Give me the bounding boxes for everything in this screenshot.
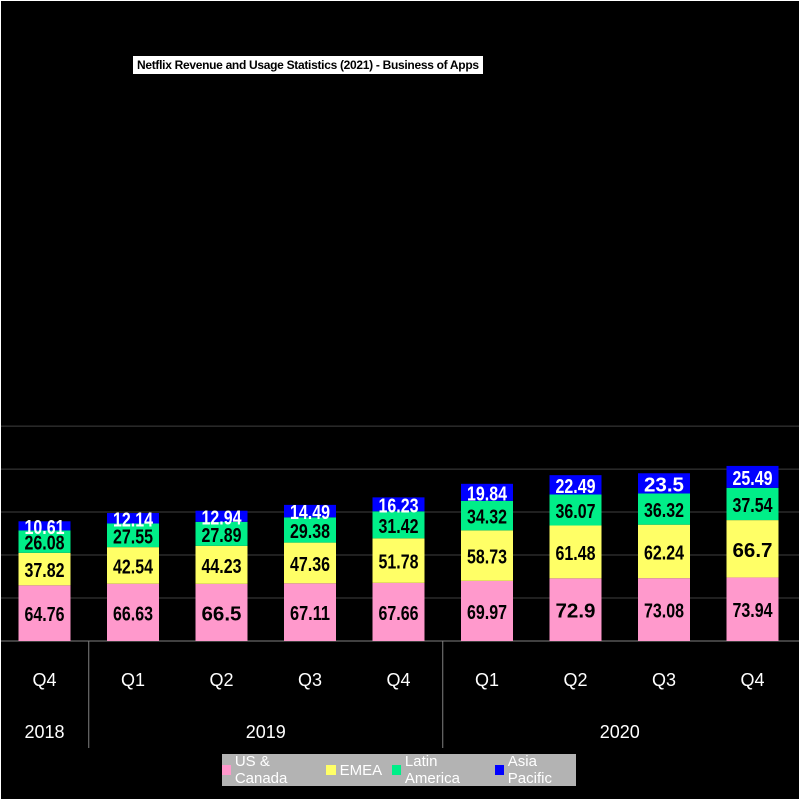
data-label: 67.11 bbox=[290, 603, 330, 625]
chart-title: Netflix Revenue and Usage Statistics (20… bbox=[133, 56, 483, 74]
bar-segment bbox=[461, 580, 513, 641]
legend-label: EMEA bbox=[339, 761, 383, 779]
bar-segment bbox=[195, 545, 248, 584]
legend-label: Asia Pacific bbox=[507, 753, 552, 787]
data-label: 27.89 bbox=[202, 525, 242, 547]
data-label: 19.84 bbox=[467, 483, 508, 505]
bar-segment bbox=[461, 530, 513, 581]
bar-segment bbox=[726, 487, 779, 521]
x-tick-label: Q3 bbox=[298, 670, 322, 690]
data-label: 51.78 bbox=[379, 552, 419, 574]
bar-segment bbox=[195, 583, 248, 641]
chart-legend: US & Canada EMEA Latin America Asia Pacific bbox=[222, 753, 576, 787]
bar-segment bbox=[726, 465, 779, 488]
bar-segment bbox=[18, 530, 71, 553]
bar-segment bbox=[284, 542, 336, 584]
x-tick-label: Q1 bbox=[475, 670, 499, 690]
bar-segment bbox=[195, 521, 248, 546]
data-label: 47.36 bbox=[290, 554, 330, 576]
x-tick-label: Q2 bbox=[209, 670, 233, 690]
x-tick-label: Q4 bbox=[740, 670, 764, 690]
x-tick-label: Q3 bbox=[652, 670, 676, 690]
bar-segment bbox=[372, 511, 425, 539]
bar-segment bbox=[549, 578, 602, 641]
bar-segment bbox=[18, 585, 71, 641]
data-label: 73.08 bbox=[644, 601, 684, 623]
data-label: 37.82 bbox=[25, 560, 65, 582]
data-label: 72.9 bbox=[556, 601, 596, 623]
bar-segment bbox=[284, 583, 336, 641]
data-label: 14.49 bbox=[290, 502, 330, 524]
data-label: 66.5 bbox=[202, 603, 242, 625]
x-tick-label: Q4 bbox=[32, 670, 56, 690]
year-label: 2020 bbox=[600, 722, 640, 742]
data-label: 23.5 bbox=[644, 474, 684, 496]
year-label: 2019 bbox=[246, 722, 286, 742]
data-label: 66.7 bbox=[733, 540, 773, 562]
bar-segment bbox=[284, 504, 336, 518]
bar-segment bbox=[549, 494, 602, 526]
data-label: 12.94 bbox=[202, 507, 243, 529]
bar-segment bbox=[638, 524, 690, 579]
bar-segment bbox=[638, 578, 690, 641]
data-label: 34.32 bbox=[467, 507, 507, 529]
data-label: 16.23 bbox=[379, 495, 419, 517]
x-tick-label: Q2 bbox=[563, 670, 587, 690]
data-label: 73.94 bbox=[733, 600, 774, 622]
bar-segment bbox=[372, 582, 425, 641]
bar-segment bbox=[372, 538, 425, 583]
data-label: 58.73 bbox=[467, 547, 507, 569]
bar-segment bbox=[461, 500, 513, 531]
data-label: 61.48 bbox=[556, 543, 596, 565]
legend-item: Latin America bbox=[392, 753, 485, 787]
bar-segment bbox=[549, 525, 602, 579]
data-label: 62.24 bbox=[644, 542, 685, 564]
x-tick-label: Q1 bbox=[121, 670, 145, 690]
data-label: 36.07 bbox=[556, 501, 596, 523]
bar-segment bbox=[107, 523, 159, 548]
data-label: 31.42 bbox=[379, 516, 419, 538]
legend-label: US & Canada bbox=[234, 753, 288, 787]
data-label: 29.38 bbox=[290, 521, 330, 543]
bar-segment bbox=[726, 520, 779, 578]
data-label: 69.97 bbox=[467, 602, 507, 624]
legend-swatch bbox=[222, 765, 231, 775]
data-label: 36.32 bbox=[644, 500, 684, 522]
data-label: 10.61 bbox=[25, 517, 65, 539]
data-label: 22.49 bbox=[556, 476, 596, 498]
bar-segment bbox=[638, 493, 690, 525]
bar-segment bbox=[549, 475, 602, 495]
bar-segment bbox=[638, 473, 690, 494]
bar-segment bbox=[107, 583, 159, 641]
data-label: 66.63 bbox=[113, 603, 153, 625]
legend-swatch bbox=[494, 765, 504, 775]
legend-item: EMEA bbox=[325, 761, 383, 779]
year-label: 2018 bbox=[24, 722, 64, 742]
x-tick-label: Q4 bbox=[386, 670, 410, 690]
data-label: 67.66 bbox=[379, 603, 419, 625]
bar-segment bbox=[461, 483, 513, 501]
legend-label: Latin America bbox=[404, 753, 460, 787]
legend-item: Asia Pacific bbox=[494, 753, 576, 787]
data-label: 37.54 bbox=[733, 495, 774, 517]
bar-segment bbox=[18, 521, 71, 531]
data-label: 27.55 bbox=[113, 526, 153, 548]
bar-segment bbox=[372, 497, 425, 512]
data-label: 12.14 bbox=[113, 509, 154, 531]
legend-swatch bbox=[325, 765, 336, 775]
bar-segment bbox=[107, 513, 159, 524]
bar-segment bbox=[284, 517, 336, 543]
bar-segment bbox=[107, 547, 159, 584]
bar-segment bbox=[18, 552, 71, 586]
legend-swatch bbox=[392, 765, 401, 775]
bar-segment bbox=[195, 510, 248, 522]
bar-segment bbox=[726, 577, 779, 641]
data-label: 64.76 bbox=[25, 604, 65, 626]
data-label: 42.54 bbox=[113, 556, 154, 578]
legend-item: US & Canada bbox=[222, 753, 316, 787]
data-label: 25.49 bbox=[733, 468, 773, 490]
data-label: 26.08 bbox=[25, 533, 65, 555]
data-label: 44.23 bbox=[202, 556, 242, 578]
